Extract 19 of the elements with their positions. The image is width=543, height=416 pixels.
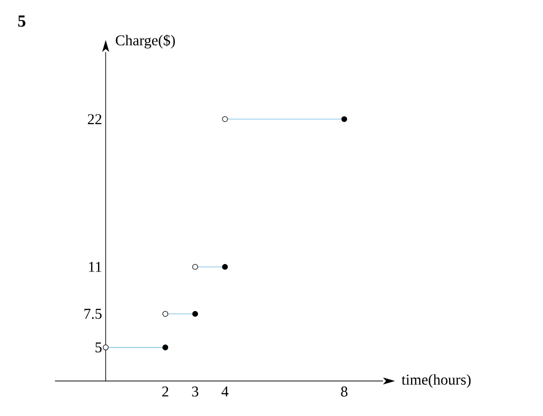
y-tick-label: 22 bbox=[88, 114, 102, 124]
x-tick-label: 4 bbox=[222, 386, 228, 396]
x-tick-label: 8 bbox=[341, 386, 348, 397]
point bbox=[222, 116, 228, 122]
y-axis-title: Charge($) bbox=[116, 34, 175, 48]
chart-title: 5 bbox=[18, 16, 26, 27]
y-tick-label: 11 bbox=[89, 262, 102, 272]
point bbox=[102, 344, 109, 350]
x-axis-title: time(hours) bbox=[402, 374, 471, 388]
y-tick-label: 7.5 bbox=[84, 308, 102, 319]
point bbox=[162, 344, 168, 350]
point bbox=[341, 116, 348, 122]
point bbox=[192, 310, 198, 317]
x-tick-label: 3 bbox=[192, 386, 198, 397]
x-tick-label: 2 bbox=[162, 386, 168, 396]
point bbox=[162, 310, 168, 317]
point bbox=[192, 264, 198, 270]
point bbox=[222, 264, 228, 270]
y-tick-label: 5 bbox=[96, 342, 102, 352]
